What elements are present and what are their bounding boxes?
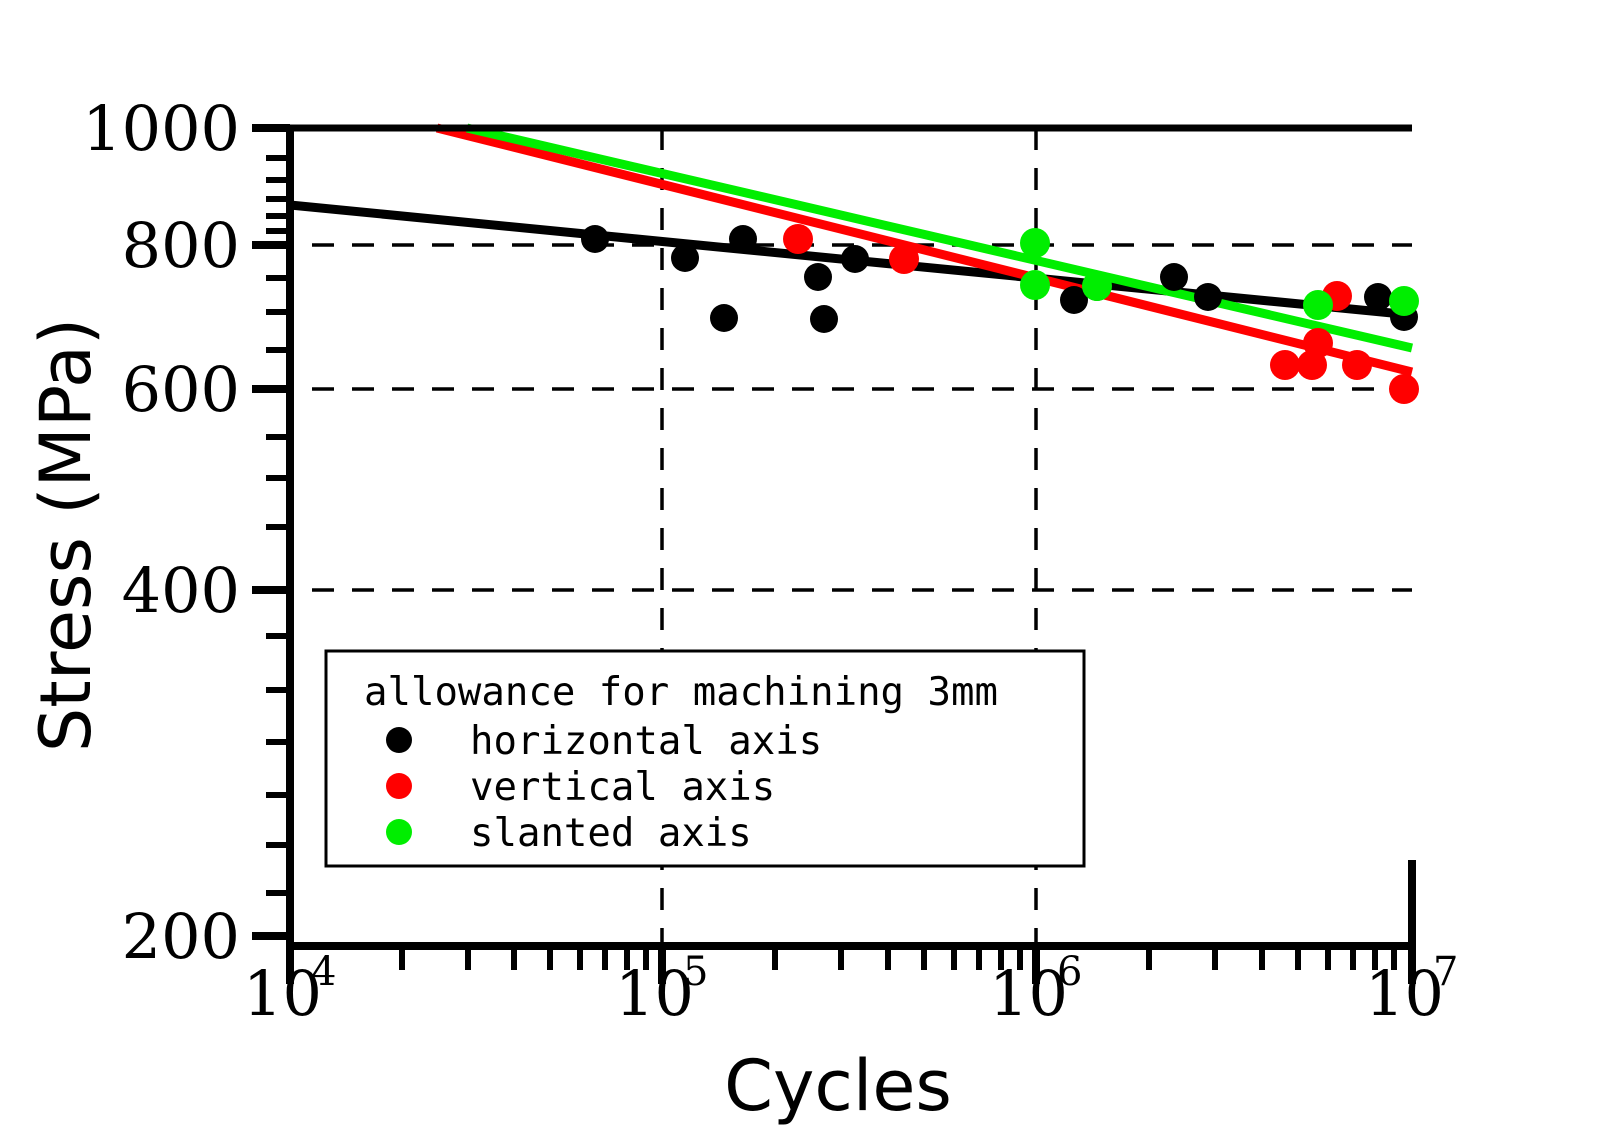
x-axis-major-ticks — [286, 946, 1416, 984]
x-axis-title: Cycles — [724, 1045, 952, 1127]
xtick-label-1e7: 10 7 — [1365, 949, 1458, 1030]
data-point — [783, 224, 813, 254]
legend-label: vertical axis — [470, 765, 775, 810]
data-point — [804, 263, 832, 291]
data-point — [1060, 286, 1088, 314]
xtick-mantissa: 10 — [243, 957, 322, 1030]
data-point — [1389, 374, 1419, 404]
fit-line-slanted-axis — [465, 123, 1414, 353]
data-point — [1082, 271, 1112, 301]
xtick-exponent: 6 — [1057, 949, 1082, 995]
data-point — [710, 304, 738, 332]
data-point — [841, 245, 869, 273]
legend-title: allowance for machining 3mm — [364, 670, 998, 715]
legend-box — [324, 649, 1086, 868]
data-point — [729, 225, 757, 253]
ytick-label-400: 400 — [122, 554, 240, 627]
legend-label: horizontal axis — [470, 719, 822, 764]
data-point — [1020, 270, 1050, 300]
xtick-exponent: 7 — [1433, 949, 1458, 995]
data-point — [1160, 263, 1188, 291]
ytick-label-1000: 1000 — [82, 92, 240, 165]
data-point — [1342, 350, 1372, 380]
ytick-label-800: 800 — [122, 209, 240, 282]
data-point — [1194, 283, 1222, 311]
x-axis-minor-ticks — [399, 946, 1397, 970]
xtick-label-1e6: 10 6 — [989, 949, 1082, 1030]
data-point — [1303, 328, 1333, 358]
horizontal-gridlines — [272, 243, 1412, 592]
legend-item-vertical-axis[interactable]: vertical axis — [386, 765, 775, 810]
data-point — [1364, 283, 1392, 311]
data-point — [1270, 350, 1300, 380]
fit-line-vertical-axis — [435, 123, 1414, 377]
chart-legend[interactable]: allowance for machining 3mm horizontal a… — [324, 649, 1086, 868]
ytick-label-200: 200 — [122, 900, 240, 973]
legend-item-slanted-axis[interactable]: slanted axis — [386, 811, 752, 856]
legend-label: slanted axis — [470, 811, 752, 856]
series-vertical-axis-points — [783, 224, 1419, 404]
data-point — [671, 244, 699, 272]
y-axis-major-ticks — [252, 124, 290, 940]
y-axis-minor-ticks — [266, 155, 290, 896]
data-point — [1303, 290, 1333, 320]
data-point — [1389, 286, 1419, 316]
data-point — [889, 244, 919, 274]
xtick-exponent: 4 — [311, 949, 336, 995]
data-point — [810, 305, 838, 333]
y-axis-title: Stress (MPa) — [25, 318, 107, 752]
axis-spines — [286, 124, 1416, 960]
xtick-mantissa: 10 — [989, 957, 1068, 1030]
xtick-mantissa: 10 — [615, 957, 694, 1030]
data-point — [1020, 228, 1050, 258]
legend-item-horizontal-axis[interactable]: horizontal axis — [386, 719, 822, 764]
xtick-label-1e4: 10 4 — [243, 949, 336, 1030]
data-point — [581, 225, 609, 253]
legend-marker-icon — [386, 773, 412, 799]
xtick-mantissa: 10 — [1365, 957, 1444, 1030]
legend-marker-icon — [386, 819, 412, 845]
ytick-label-600: 600 — [122, 353, 240, 426]
xtick-exponent: 5 — [683, 949, 708, 995]
xtick-label-1e5: 10 5 — [615, 949, 708, 1030]
series-slanted-axis-points — [1020, 228, 1419, 320]
legend-marker-icon — [386, 727, 412, 753]
